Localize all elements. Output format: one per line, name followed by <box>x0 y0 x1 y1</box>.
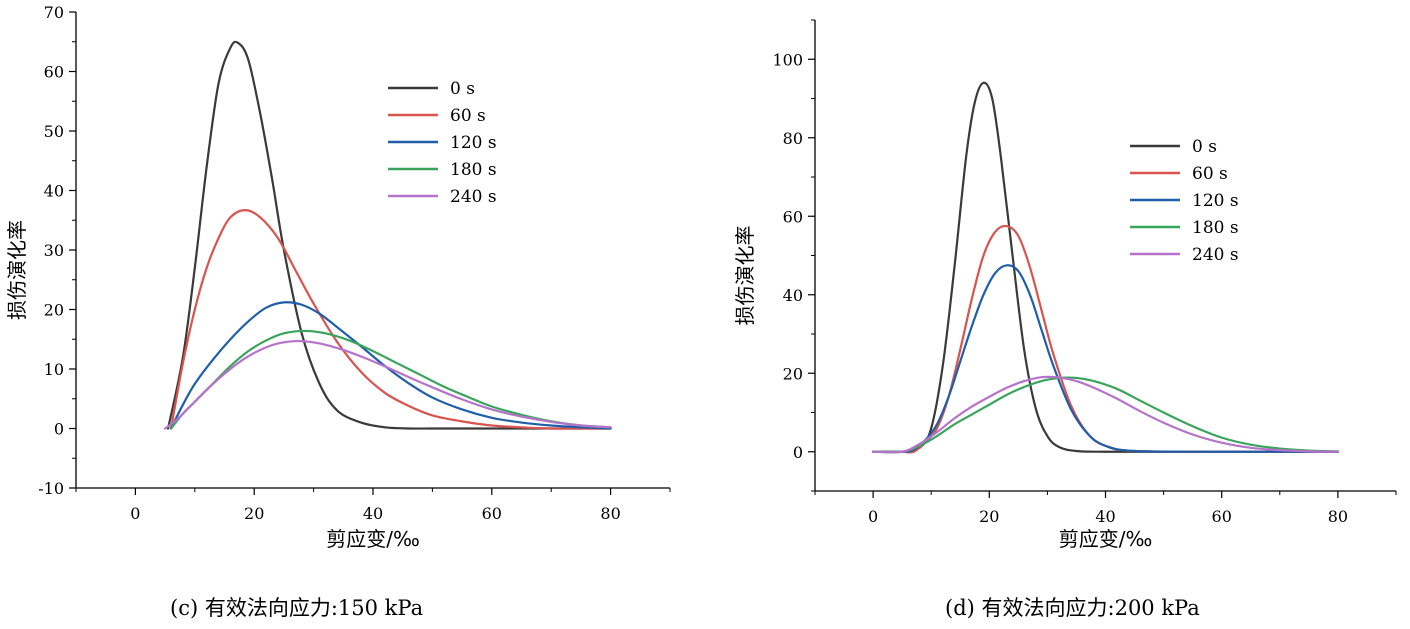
x-tick-label: 80 <box>600 504 620 523</box>
legend-label-4: 240 s <box>450 187 497 207</box>
caption-d: (d) 有效法向应力:200 kPa <box>945 596 1200 620</box>
y-tick-label: 60 <box>44 63 64 82</box>
y-tick-label: 30 <box>44 241 64 260</box>
series-line-0 <box>166 40 612 430</box>
x-tick-label: 40 <box>363 504 383 523</box>
series-line-4 <box>164 339 612 430</box>
y-tick-label: 70 <box>44 3 64 22</box>
y-tick-label: 0 <box>54 420 64 439</box>
chart-c: 0 20 40 60 80 -10 0 10 20 30 40 50 60 70 剪应变/‰ 损伤演化率 0 s… <box>5 3 671 551</box>
y-axis-title: 损伤演化率 <box>733 226 757 326</box>
series-line-2 <box>872 264 1339 453</box>
legend-label-1: 60 s <box>1192 164 1228 184</box>
series-line-0 <box>872 81 1339 454</box>
x-tick-label: 0 <box>130 504 140 523</box>
legend-label-0: 0 s <box>1192 137 1217 157</box>
x-tick-label: 20 <box>979 507 999 526</box>
y-tick-label: 20 <box>44 301 64 320</box>
series-line-2 <box>169 301 612 430</box>
y-tick-label: 100 <box>772 50 803 69</box>
x-tick-label: 40 <box>1095 507 1115 526</box>
y-tick-label: 40 <box>783 286 803 305</box>
y-tick-label: 50 <box>44 122 64 141</box>
series-line-3 <box>169 329 612 430</box>
legend-label-3: 180 s <box>1192 218 1239 238</box>
y-tick-label: 40 <box>44 182 64 201</box>
series-line-1 <box>169 209 612 430</box>
y-tick-label: 60 <box>783 207 803 226</box>
legend-label-4: 240 s <box>1192 245 1239 265</box>
y-axis-title: 损伤演化率 <box>5 220 29 320</box>
y-tick-label: 10 <box>44 360 64 379</box>
y-tick-label: 0 <box>793 443 803 462</box>
legend-label-0: 0 s <box>450 79 475 99</box>
series-line-3 <box>872 376 1339 454</box>
legend-label-2: 120 s <box>1192 191 1239 211</box>
x-tick-label: 60 <box>1212 507 1232 526</box>
chart-d: 0 20 40 60 80 0 20 40 60 80 100 剪应变/‰ 损伤演化率 0 s 60 s 12… <box>733 19 1397 551</box>
caption-c: (c) 有效法向应力:150 kPa <box>170 596 424 620</box>
x-tick-label: 0 <box>868 507 878 526</box>
series-line-4 <box>872 375 1339 454</box>
y-tick-label: 20 <box>783 364 803 383</box>
legend-label-1: 60 s <box>450 106 486 126</box>
y-tick-label: -10 <box>38 479 64 498</box>
x-axis-title: 剪应变/‰ <box>1059 527 1153 551</box>
x-axis-title: 剪应变/‰ <box>326 527 420 551</box>
y-tick-label: 80 <box>783 129 803 148</box>
x-tick-label: 60 <box>482 504 502 523</box>
series-line-1 <box>872 224 1339 454</box>
legend-label-3: 180 s <box>450 160 497 180</box>
legend-label-2: 120 s <box>450 133 497 153</box>
x-tick-label: 20 <box>244 504 264 523</box>
x-tick-label: 80 <box>1328 507 1348 526</box>
